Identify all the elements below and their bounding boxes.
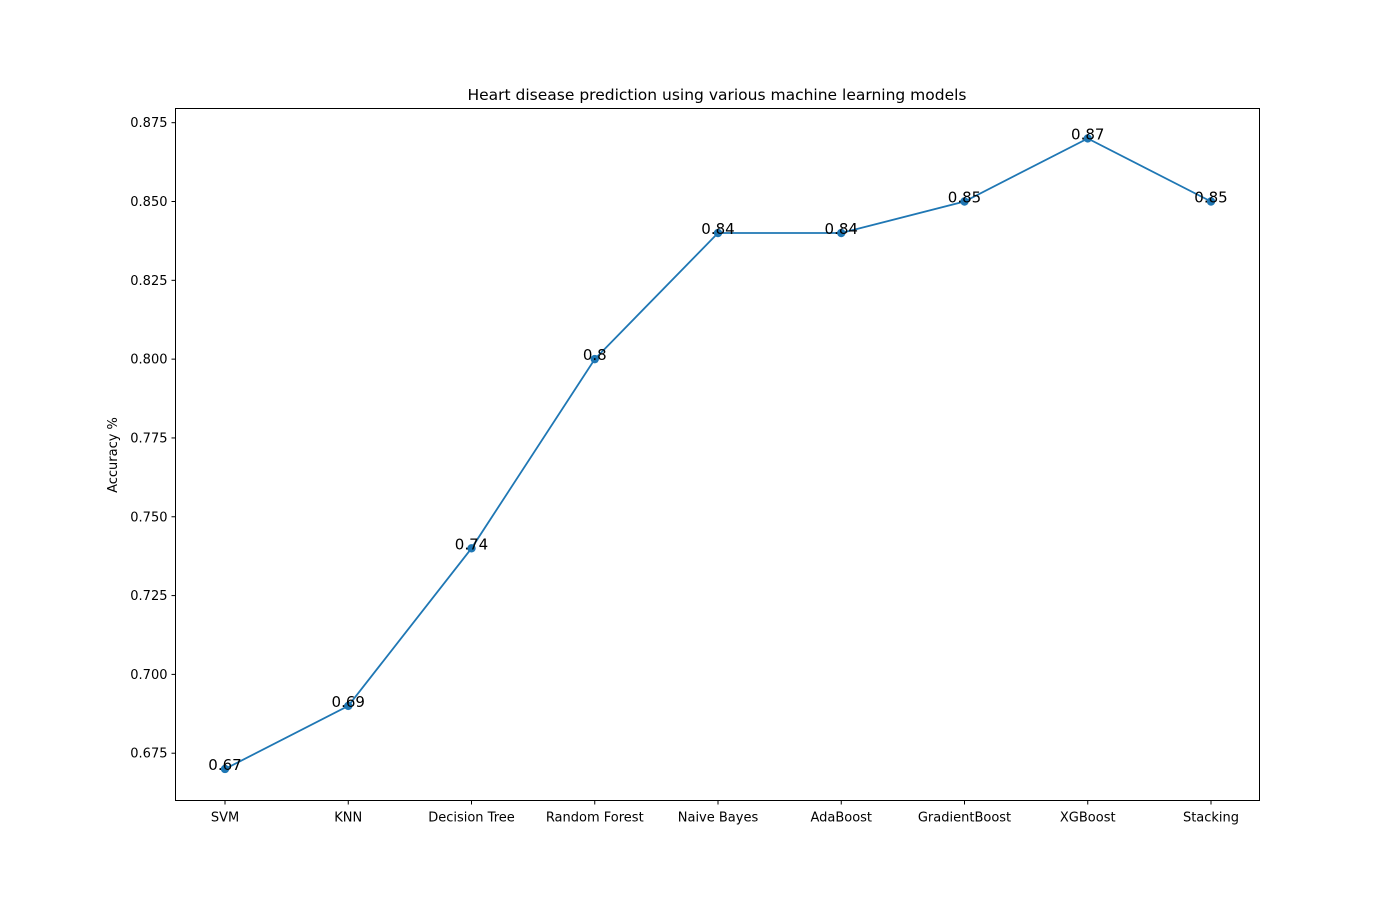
x-tick-label: SVM — [211, 811, 239, 826]
data-label: 0.85 — [948, 189, 981, 207]
x-tick-label: GradientBoost — [918, 811, 1011, 826]
plot-frame — [175, 108, 1260, 801]
data-point — [590, 354, 599, 364]
data-point — [1083, 134, 1092, 143]
data-label: 0.84 — [825, 220, 858, 238]
chart-title: Heart disease prediction using various m… — [467, 86, 966, 104]
y-tick-label: 0.850 — [130, 195, 167, 210]
y-axis-ticks: 0.675 0.700 0.725 0.750 0.775 0.800 0.825 0.850… — [130, 116, 176, 762]
x-tick-label: KNN — [334, 811, 362, 826]
x-axis-ticks: SVM KNN Decision Tree Random Forest Naive Ba… — [211, 800, 1239, 826]
series-accuracy — [220, 134, 1216, 774]
y-tick-label: 0.875 — [130, 116, 167, 131]
y-tick-label: 0.825 — [130, 274, 167, 289]
data-label: 0.69 — [332, 693, 365, 711]
data-point — [220, 764, 230, 774]
x-tick-label: Stacking — [1183, 811, 1239, 826]
y-tick-label: 0.675 — [130, 747, 167, 762]
data-label: 0.87 — [1071, 125, 1104, 143]
x-tick-label: Naive Bayes — [678, 811, 759, 826]
y-tick-label: 0.725 — [130, 589, 167, 604]
y-axis-label: Accuracy % — [106, 417, 121, 493]
data-label: 0.84 — [701, 220, 734, 238]
data-label: 0.74 — [455, 535, 488, 553]
y-tick-label: 0.800 — [130, 353, 167, 368]
data-point — [960, 197, 969, 206]
x-tick-label: Random Forest — [546, 811, 644, 826]
data-label: 0.67 — [208, 756, 241, 774]
y-tick-label: 0.775 — [130, 431, 167, 446]
data-point — [837, 228, 846, 238]
data-point — [1206, 197, 1216, 206]
y-tick-label: 0.750 — [130, 510, 167, 525]
data-point — [344, 701, 353, 711]
data-labels: 0.67 0.69 0.74 0.8 0.84 0.84 0.85 0.87 0.85 — [208, 125, 1227, 774]
data-label: 0.85 — [1194, 189, 1227, 207]
x-tick-label: XGBoost — [1060, 811, 1116, 826]
data-label: 0.8 — [583, 346, 607, 364]
data-point — [713, 228, 723, 238]
data-point — [467, 544, 476, 553]
x-tick-label: Decision Tree — [428, 811, 515, 826]
x-tick-label: AdaBoost — [810, 811, 872, 826]
y-tick-label: 0.700 — [130, 668, 167, 683]
